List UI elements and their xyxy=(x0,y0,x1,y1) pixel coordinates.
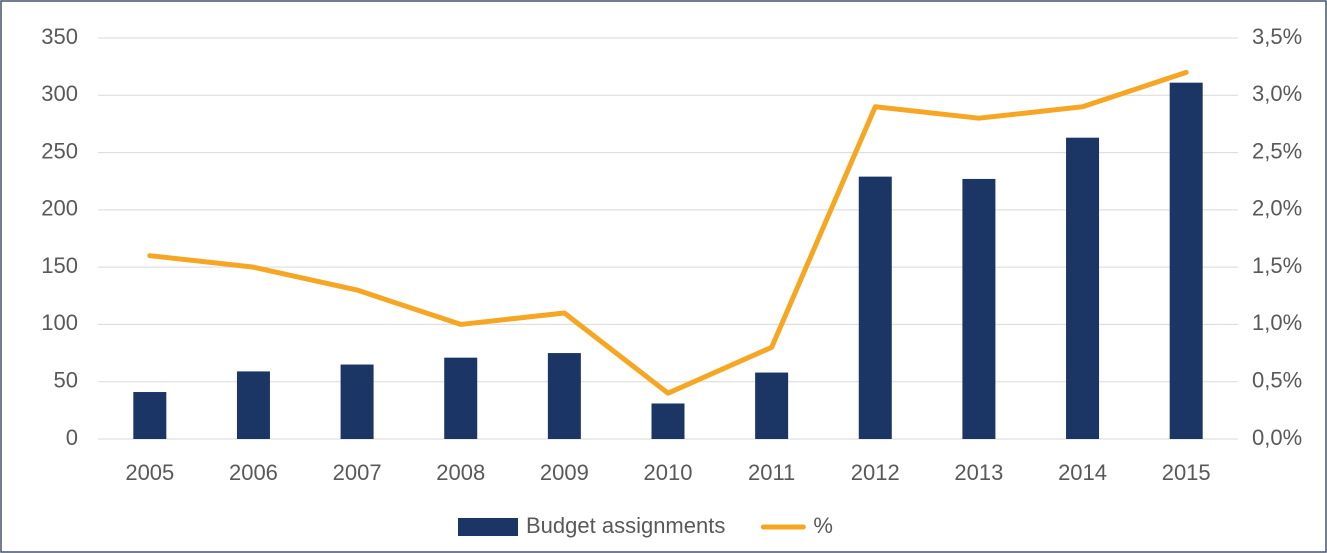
y-tick-label: 100 xyxy=(41,310,78,335)
y2-tick-label: 0,0% xyxy=(1252,425,1302,450)
y2-tick-label: 2,5% xyxy=(1252,138,1302,163)
bar xyxy=(651,403,685,439)
x-tick-label: 2015 xyxy=(1162,460,1211,485)
x-tick-label: 2008 xyxy=(436,460,485,485)
bar xyxy=(444,357,478,439)
y-tick-label: 50 xyxy=(54,368,78,393)
line xyxy=(147,69,1189,396)
legend-label: % xyxy=(813,513,833,538)
bar xyxy=(1169,82,1203,439)
bar xyxy=(1066,137,1100,440)
y-tick-label: 250 xyxy=(41,138,78,163)
bar xyxy=(133,392,167,439)
x-tick-label: 2010 xyxy=(644,460,693,485)
bar xyxy=(547,353,581,439)
y-tick-label: 300 xyxy=(41,81,78,106)
x-tick-label: 2009 xyxy=(540,460,589,485)
y2-tick-label: 3,5% xyxy=(1252,24,1302,49)
y-tick-label: 200 xyxy=(41,196,78,221)
y-tick-label: 350 xyxy=(41,24,78,49)
y-tick-label: 0 xyxy=(66,425,78,450)
y2-tick-label: 2,0% xyxy=(1252,196,1302,221)
bar xyxy=(236,371,270,439)
x-tick-label: 2005 xyxy=(125,460,174,485)
bar xyxy=(755,372,789,439)
y2-tick-label: 1,0% xyxy=(1252,310,1302,335)
x-tick-label: 2012 xyxy=(851,460,900,485)
x-tick-label: 2007 xyxy=(333,460,382,485)
y2-tick-label: 3,0% xyxy=(1252,81,1302,106)
y2-tick-label: 1,5% xyxy=(1252,253,1302,278)
bar xyxy=(858,176,892,440)
x-tick-label: 2013 xyxy=(954,460,1003,485)
x-tick-label: 2006 xyxy=(229,460,278,485)
x-tick-label: 2011 xyxy=(748,460,795,485)
legend-label: Budget assignments xyxy=(526,513,725,538)
y2-tick-label: 0,5% xyxy=(1252,368,1302,393)
bar xyxy=(340,364,374,439)
legend-swatch xyxy=(458,518,518,536)
bar xyxy=(962,178,996,439)
y-tick-label: 150 xyxy=(41,253,78,278)
x-tick-label: 2014 xyxy=(1058,460,1107,485)
